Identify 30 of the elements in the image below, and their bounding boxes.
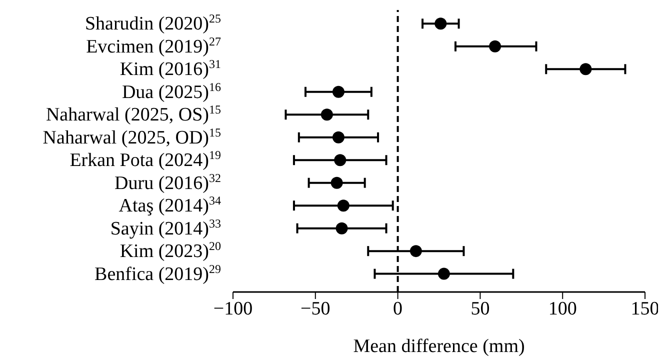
x-axis-title: Mean difference (mm) [353, 336, 525, 357]
point [337, 200, 350, 212]
point [410, 245, 422, 258]
y-tick-label: Naharwal (2025, OD)$^{15}$ [42, 125, 221, 148]
point [336, 222, 348, 234]
point [434, 18, 447, 30]
point [332, 86, 344, 98]
x-tick-label: 0 [393, 298, 403, 320]
x-tick-label: −100 [213, 298, 253, 320]
y-tick-label: Dua (2025)$^{16}$ [122, 80, 221, 103]
point [438, 268, 450, 280]
y-tick-label: Ataş (2014)$^{34}$ [118, 194, 221, 217]
y-tick-label: Kim (2023)$^{20}$ [120, 239, 221, 262]
point [489, 40, 502, 52]
x-tick-label: −50 [300, 298, 330, 320]
y-tick-label: Benfica (2019)$^{29}$ [94, 262, 221, 285]
point [332, 131, 344, 144]
x-tick-label: 50 [470, 298, 490, 320]
y-tick-label: Erkan Pota (2024)$^{19}$ [70, 148, 221, 172]
y-tick-label: Sayin (2014)$^{33}$ [110, 216, 221, 240]
x-tick-label: 100 [548, 298, 577, 320]
point [330, 176, 343, 189]
point [334, 154, 346, 166]
point [320, 108, 333, 121]
y-tick-label: Kim (2016)$^{31}$ [120, 57, 221, 80]
point [580, 63, 592, 76]
y-tick-label: Sharudin (2020)$^{25}$ [84, 12, 221, 35]
y-tick-label: Naharwal (2025, OS)$^{15}$ [46, 102, 221, 126]
y-tick-label: Duru (2016)$^{32}$ [114, 170, 221, 194]
y-tick-label: Evcimen (2019)$^{27}$ [86, 34, 221, 58]
